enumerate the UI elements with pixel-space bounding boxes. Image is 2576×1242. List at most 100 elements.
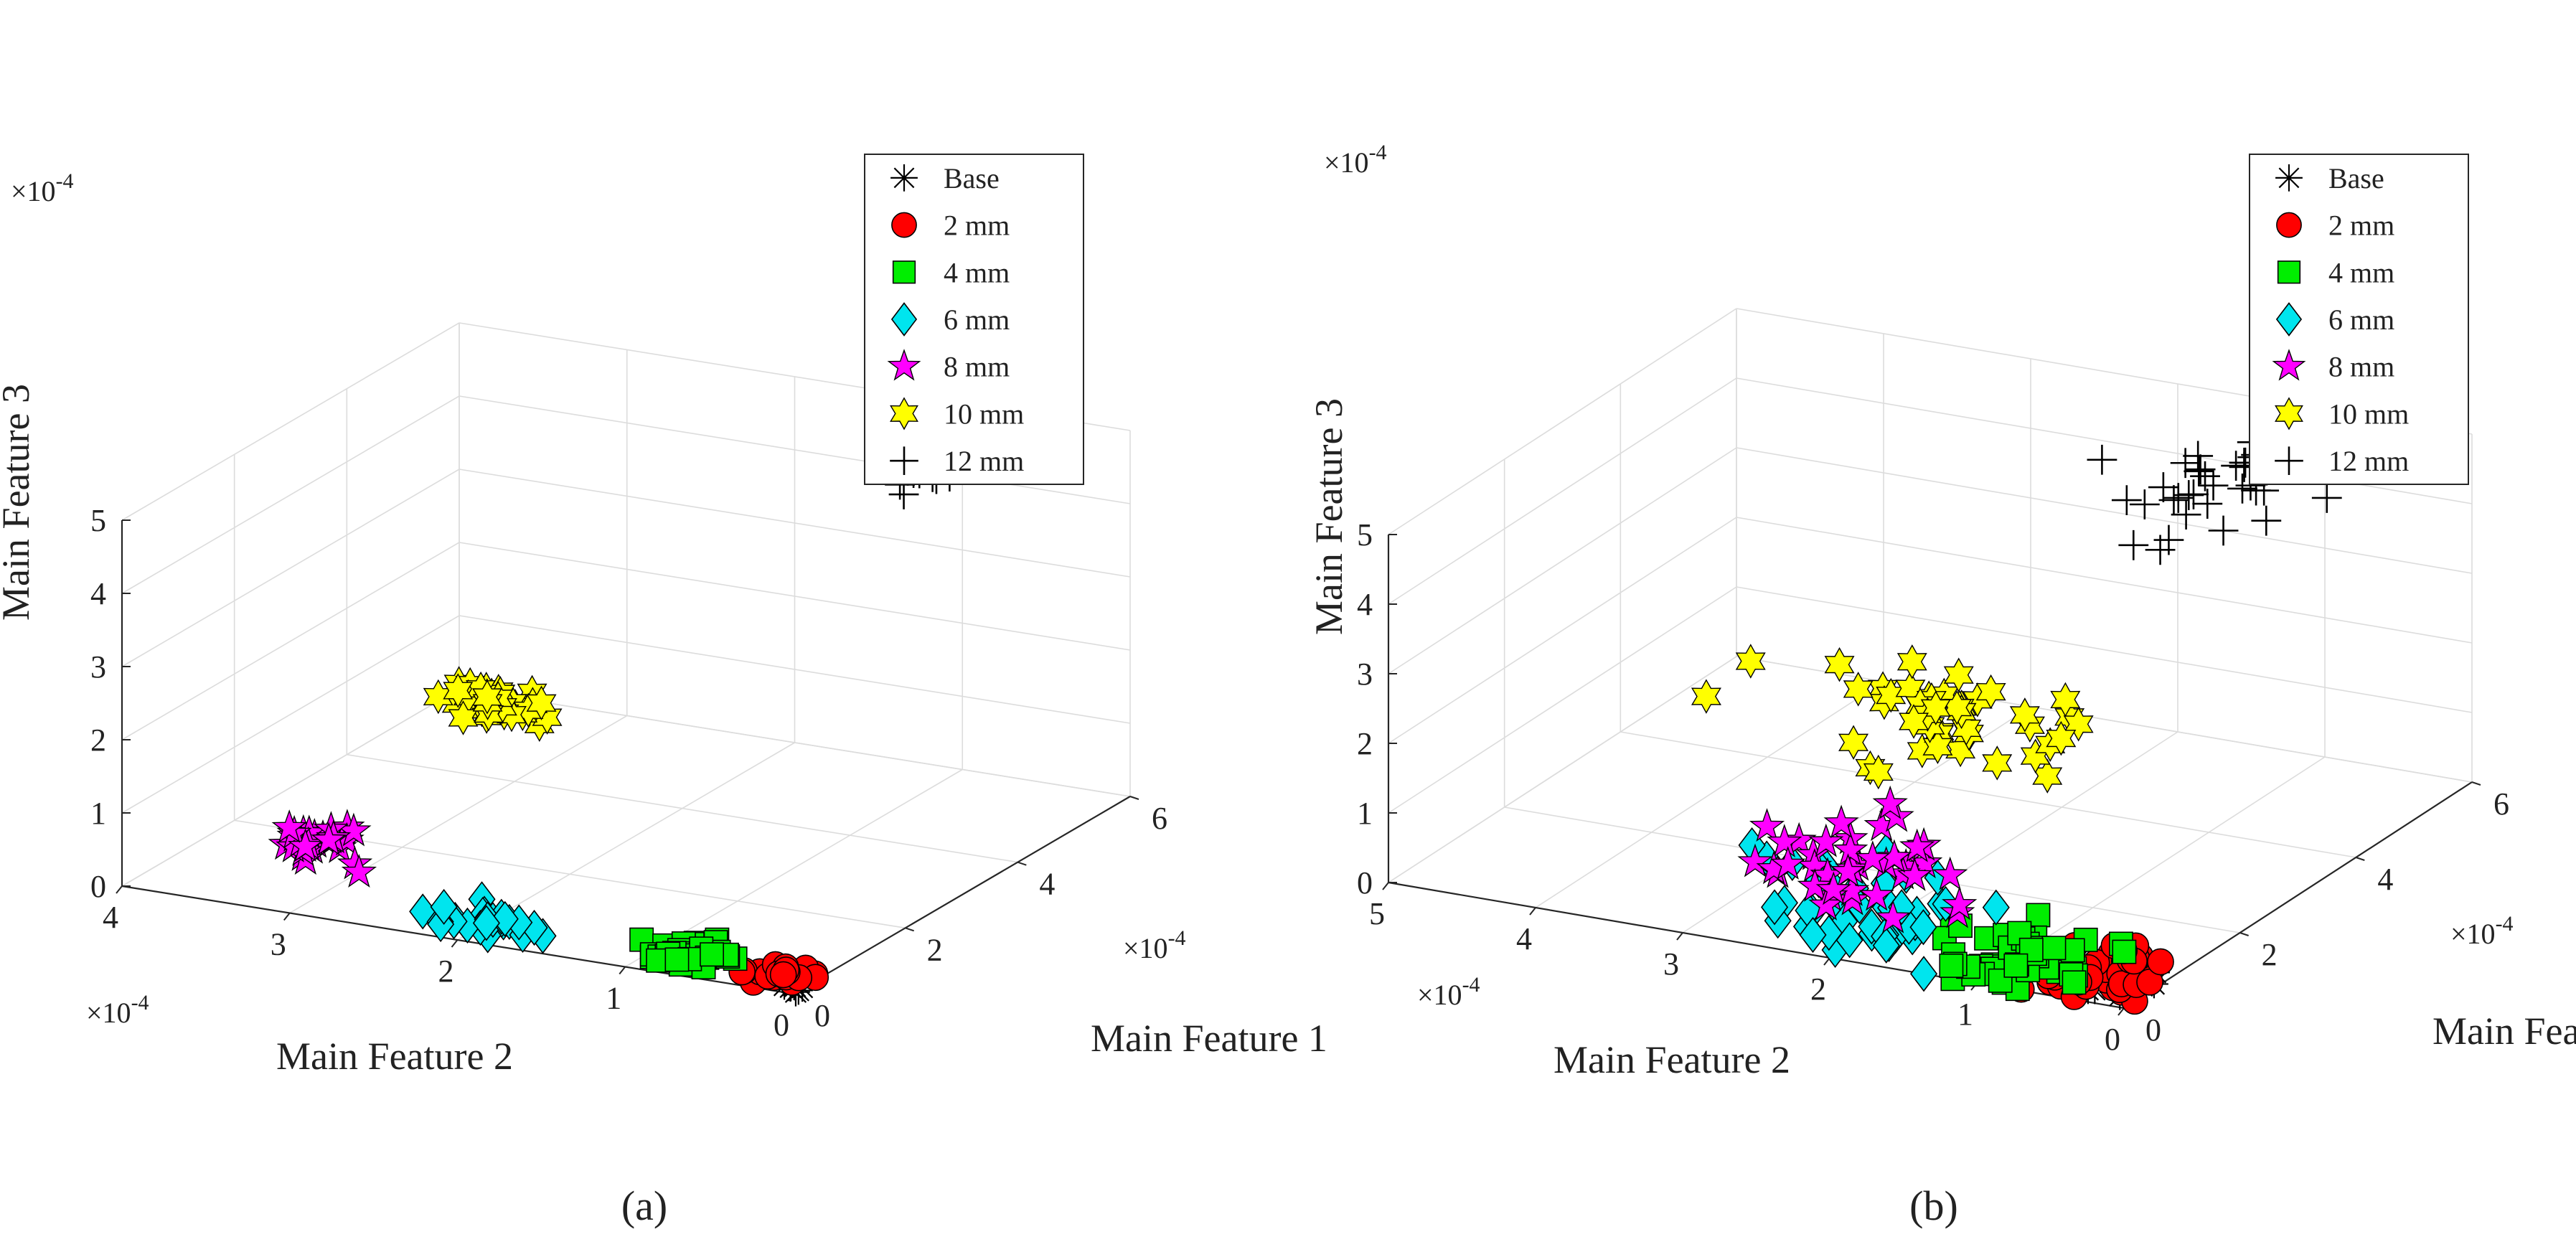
grid-line: [121, 542, 460, 740]
data-point: [2129, 489, 2160, 519]
data-point: [2171, 499, 2201, 530]
y-tick: [1676, 932, 1683, 941]
y-tick: [451, 939, 459, 948]
x-tick-label: 2: [927, 932, 943, 967]
data-point: [1833, 832, 1868, 866]
data-point: [1855, 840, 1891, 875]
z-axis-exponent: ×10-4: [11, 169, 74, 207]
z-tick-label: 4: [90, 576, 106, 611]
data-point: [664, 947, 690, 972]
legend-marker: [2277, 260, 2301, 284]
data-point: [1876, 839, 1912, 873]
legend-label: 12 mm: [944, 445, 1024, 477]
data-point: [2063, 707, 2094, 742]
data-point: [430, 888, 458, 926]
y-tick: [116, 885, 123, 894]
x-tick-label: 4: [2377, 862, 2393, 897]
y-tick-label: 3: [271, 927, 286, 962]
data-point: [1872, 927, 1900, 964]
z-tick-label: 2: [1357, 726, 1373, 761]
z-tick-label: 5: [90, 503, 106, 538]
z-tick-label: 1: [90, 796, 106, 831]
legend-marker: [890, 397, 918, 431]
series-10-mm: [423, 666, 563, 743]
x-axis-label: Main Feature 1: [1091, 1017, 1327, 1060]
data-point: [2111, 485, 2142, 515]
data-point: [2170, 448, 2201, 479]
data-point: [1761, 889, 1789, 926]
y-tick: [619, 966, 626, 975]
data-point: [1770, 846, 1806, 880]
y-tick: [283, 912, 291, 921]
grid-line: [1736, 656, 2473, 783]
data-point: [1858, 908, 1886, 945]
series-6-mm: [409, 881, 557, 954]
data-point: [1808, 823, 1844, 857]
data-point: [1875, 899, 1911, 933]
data-point: [2147, 948, 2174, 976]
x-tick: [2356, 857, 2365, 861]
legend-marker: [2275, 397, 2303, 431]
grid-line: [289, 715, 628, 914]
legend-label: 2 mm: [2328, 210, 2394, 242]
grid-line: [121, 615, 460, 814]
y-tick: [1382, 882, 1389, 890]
data-point: [2046, 720, 2077, 756]
data-point: [2251, 505, 2282, 536]
legend-label: 12 mm: [2328, 445, 2409, 477]
data-point: [2087, 444, 2117, 475]
legend-marker: [887, 349, 921, 381]
x-tick: [1017, 861, 1027, 866]
x-tick-label: 6: [1152, 801, 1167, 836]
data-point: [1982, 889, 2010, 926]
legend-marker: [890, 302, 918, 337]
subfigure-label-b: (b): [1909, 1182, 1958, 1229]
grid-line: [1736, 517, 2473, 644]
series-8-mm: [268, 809, 377, 888]
data-point: [1749, 808, 1785, 842]
data-point: [1909, 909, 1937, 946]
data-point: [443, 673, 474, 708]
data-points: [1691, 390, 2342, 1015]
data-point: [2198, 470, 2229, 501]
data-point: [287, 828, 324, 862]
data-point: [769, 961, 797, 989]
data-point: [700, 942, 724, 967]
grid-line: [1620, 731, 2356, 858]
data-point: [491, 900, 519, 937]
data-point: [1920, 690, 1951, 725]
data-point: [2192, 489, 2223, 519]
grid-line: [121, 469, 460, 667]
data-point: [1910, 956, 1938, 992]
x-tick-label: 0: [2145, 1012, 2161, 1048]
z-tick-label: 0: [1357, 865, 1373, 900]
data-point: [1932, 856, 1968, 890]
data-point: [1982, 745, 2013, 781]
grid-line: [1388, 586, 1737, 814]
z-tick-label: 2: [90, 723, 106, 758]
data-point: [2158, 485, 2189, 515]
x-tick-label: 0: [814, 998, 830, 1033]
x-tick-label: 4: [1039, 867, 1055, 902]
z-axis-label: Main Feature 3: [0, 384, 37, 621]
data-point: [1824, 646, 1855, 682]
data-point: [1838, 725, 1869, 760]
x-tick-label: 6: [2493, 786, 2509, 822]
data-point: [2062, 970, 2087, 995]
legend-marker: [2275, 302, 2303, 337]
legend-marker: [2275, 164, 2303, 192]
data-point: [1942, 886, 1978, 921]
x-axis-label: Main Feature 1: [2432, 1010, 2576, 1053]
grid-line: [1388, 377, 1737, 605]
data-point: [1691, 679, 1721, 714]
series-4-mm: [629, 927, 748, 979]
legend-label: Base: [2328, 162, 2384, 194]
data-point: [1843, 672, 1874, 707]
series-10-mm: [1691, 644, 2094, 794]
x-tick: [2471, 781, 2481, 786]
x-tick: [2239, 932, 2249, 936]
y-tick-label: 4: [103, 900, 118, 935]
z-tick-label: 1: [1357, 796, 1373, 831]
